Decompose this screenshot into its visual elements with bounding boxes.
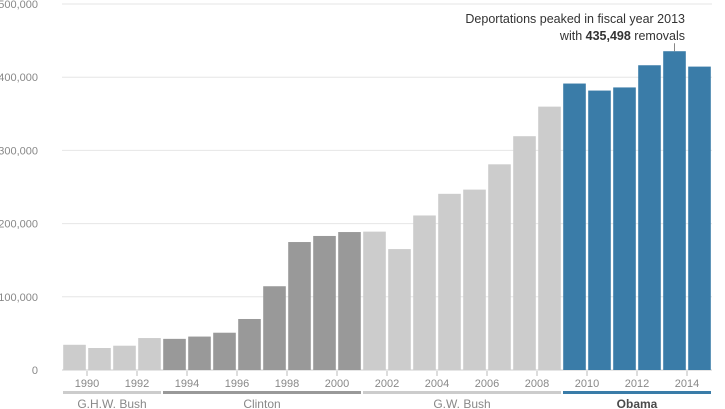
bar [563, 83, 586, 370]
bar [413, 215, 436, 370]
y-tick-label: 200,000 [0, 219, 38, 231]
x-tick-label: 2014 [675, 378, 699, 390]
administration-bands: G.H.W. Bush Clinton G.W. Bush Obama [63, 391, 711, 409]
y-tick-label: 300,000 [0, 145, 38, 157]
x-tick-label: 2008 [525, 378, 549, 390]
bar [238, 318, 261, 370]
y-tick-label: 400,000 [0, 72, 38, 84]
administration-band [363, 391, 561, 394]
bar [188, 336, 211, 370]
bar [288, 242, 311, 370]
annotation-line-2: with 435,498 removals [559, 29, 685, 43]
x-tick-label: 1996 [225, 378, 249, 390]
bar [88, 348, 111, 370]
bar [513, 136, 536, 370]
administration-band [163, 391, 361, 394]
bar [538, 106, 561, 370]
x-tick-label: 1998 [275, 378, 299, 390]
bar [663, 51, 686, 371]
bar [113, 345, 136, 370]
annotation-line-1: Deportations peaked in fiscal year 2013 [465, 12, 685, 26]
bar [163, 338, 186, 370]
administration-label: G.W. Bush [433, 397, 490, 409]
bar [263, 286, 286, 370]
x-tick-label: 2012 [625, 378, 649, 390]
y-axis-ticks: 0 100,000 200,000 300,000 400,000 500,000 [0, 0, 38, 377]
bar [363, 231, 386, 370]
y-tick-label: 500,000 [0, 0, 38, 11]
bar [388, 249, 411, 370]
peak-annotation: Deportations peaked in fiscal year 2013 … [465, 12, 685, 52]
x-tick-label: 1990 [75, 378, 99, 390]
annotation-prefix: with [559, 29, 586, 43]
bar [213, 332, 236, 370]
bar [688, 66, 711, 370]
bars [63, 51, 711, 371]
x-tick-label: 2000 [325, 378, 349, 390]
x-tick-label: 2006 [475, 378, 499, 390]
bar [588, 90, 611, 371]
administration-label: Clinton [243, 397, 280, 409]
annotation-peak-value: 435,498 [586, 29, 631, 43]
x-axis-ticks: 1990 1992 1994 1996 1998 2000 2002 2004 2006 2008… [75, 371, 699, 390]
x-tick-label: 2004 [425, 378, 449, 390]
administration-label: G.H.W. Bush [77, 397, 146, 409]
bar [613, 87, 636, 371]
bar [463, 189, 486, 370]
bar [488, 164, 511, 370]
y-tick-label: 100,000 [0, 292, 38, 304]
bar [638, 65, 661, 371]
x-tick-label: 2002 [375, 378, 399, 390]
y-tick-label: 0 [32, 365, 38, 377]
administration-band [63, 391, 161, 394]
annotation-suffix: removals [631, 29, 685, 43]
x-tick-label: 2010 [575, 378, 599, 390]
bar [338, 232, 361, 370]
bar [438, 193, 461, 370]
bar [313, 235, 336, 370]
administration-label: Obama [617, 397, 658, 409]
bar [63, 344, 86, 370]
x-tick-label: 1994 [175, 378, 199, 390]
bar [138, 338, 161, 370]
administration-band [563, 391, 711, 394]
x-tick-label: 1992 [125, 378, 149, 390]
